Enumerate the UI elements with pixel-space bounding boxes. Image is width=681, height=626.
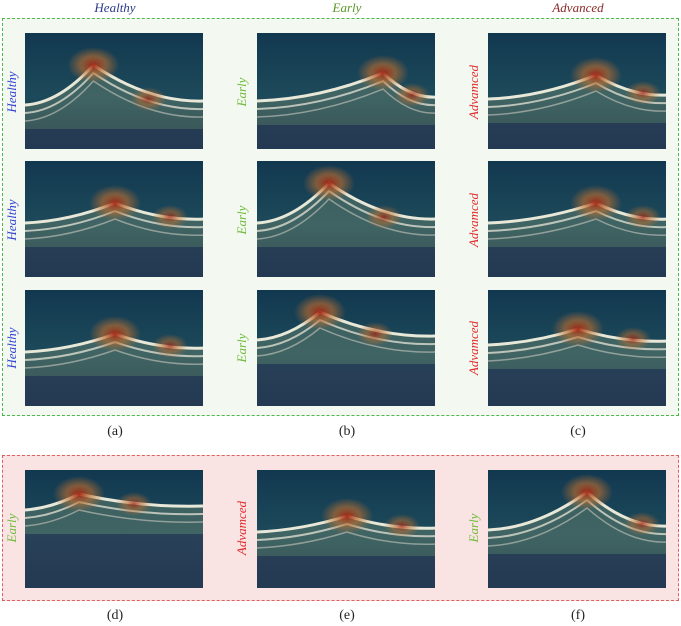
row-label-early: Early: [234, 205, 249, 235]
caption-f: (f): [571, 608, 585, 623]
oct-heatmap-image: [25, 470, 203, 588]
row-label-early: Early: [234, 77, 249, 107]
row-label-advanced: Advamced: [466, 192, 481, 248]
row-label-advanced: Advamced: [466, 64, 481, 120]
row-label-advanced: Advamced: [234, 500, 249, 556]
oct-heatmap-image: [257, 161, 435, 277]
oct-heatmap-image: [257, 290, 435, 406]
row-label-advanced: Advamced: [466, 320, 481, 376]
column-header-healthy: Healthy: [94, 0, 136, 15]
oct-heatmap-image: [488, 33, 666, 149]
oct-heatmap-image: [25, 161, 203, 277]
row-label-early: Early: [234, 333, 249, 363]
column-header-early: Early: [332, 0, 362, 15]
oct-heatmap-image: [488, 290, 666, 406]
oct-heatmap-image: [257, 470, 435, 588]
caption-a: (a): [107, 424, 123, 439]
row-label-healthy: Healthy: [4, 199, 19, 241]
oct-heatmap-image: [488, 161, 666, 277]
caption-c: (c): [570, 424, 586, 439]
caption-d: (d): [106, 608, 124, 623]
oct-heatmap-image: [488, 470, 666, 588]
row-label-early: Early: [4, 513, 19, 543]
row-label-healthy: Healthy: [4, 327, 19, 369]
caption-e: (e): [339, 608, 355, 623]
oct-heatmap-image: [257, 33, 435, 149]
caption-b: (b): [338, 424, 356, 439]
oct-heatmap-image: [25, 33, 203, 149]
row-label-healthy: Healthy: [4, 71, 19, 113]
row-label-early: Early: [466, 513, 481, 543]
column-header-advanced: Advanced: [552, 0, 604, 15]
oct-heatmap-image: [25, 290, 203, 406]
